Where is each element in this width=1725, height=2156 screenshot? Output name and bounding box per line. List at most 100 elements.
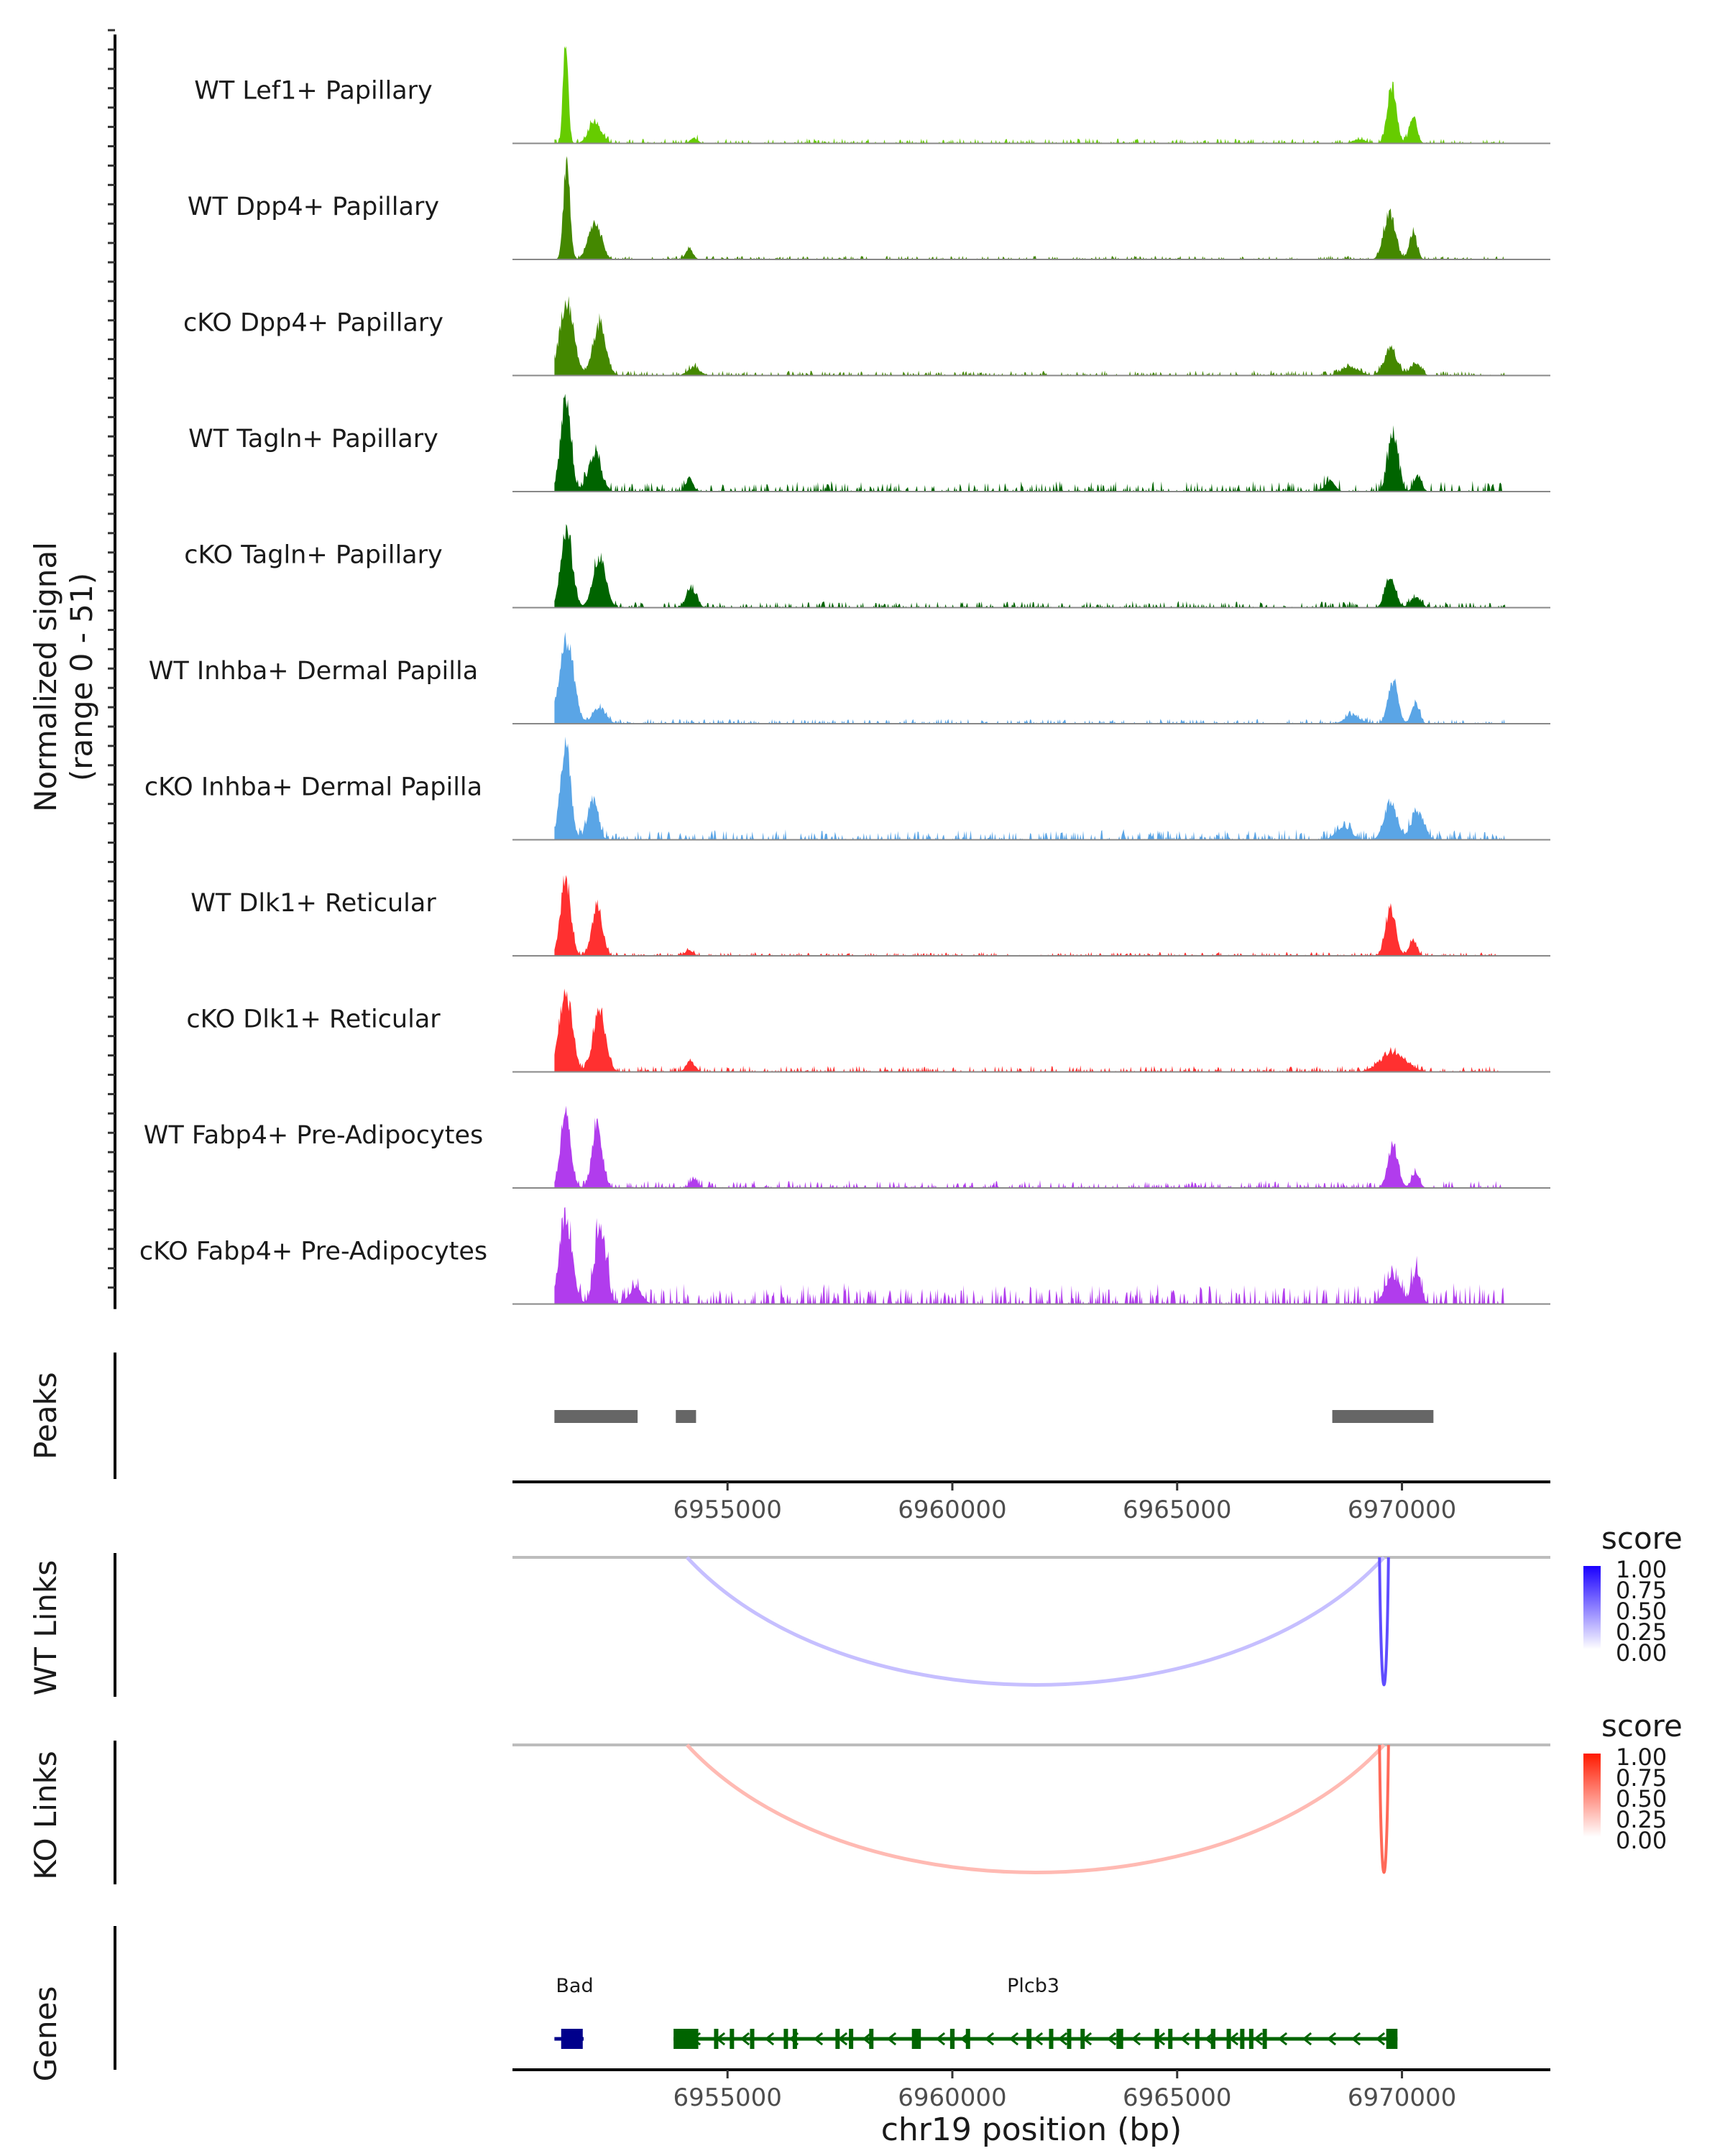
peak-region bbox=[554, 1410, 638, 1423]
gene-exon bbox=[835, 2029, 840, 2049]
legend-tick-label: 0.50 bbox=[1616, 1598, 1667, 1625]
link-arc bbox=[686, 1743, 1386, 1874]
gene-exon bbox=[1240, 2029, 1245, 2049]
coverage-area bbox=[554, 1105, 1506, 1188]
genes-track: Genes Bad Plcb3 bbox=[28, 1926, 1398, 2082]
coverage-area bbox=[554, 737, 1506, 840]
track-label: WT Inhba+ Dermal Papilla bbox=[149, 657, 478, 686]
gene-exon bbox=[1248, 2029, 1254, 2049]
strand-arrow bbox=[862, 2032, 873, 2046]
gene-exon bbox=[1080, 2029, 1085, 2049]
strand-arrow bbox=[1131, 2032, 1141, 2046]
x-tick-label: 6960000 bbox=[898, 2083, 1006, 2112]
gene-exon bbox=[911, 2029, 921, 2049]
coverage-area bbox=[554, 875, 1506, 956]
track-label: cKO Fabp4+ Pre-Adipocytes bbox=[139, 1238, 487, 1266]
coverage-area bbox=[554, 632, 1506, 724]
gene-exon bbox=[1195, 2029, 1200, 2049]
y-axis-label: Normalized signal (range 0 - 51) bbox=[28, 542, 99, 812]
x-tick-label: 6960000 bbox=[898, 1496, 1006, 1524]
gene-exon bbox=[1154, 2029, 1159, 2049]
track-label: WT Dpp4+ Papillary bbox=[188, 193, 439, 221]
strand-arrow bbox=[1106, 2032, 1117, 2046]
strand-arrow bbox=[1277, 2032, 1288, 2046]
coverage-area bbox=[554, 46, 1506, 144]
legend-tick-label: 0.75 bbox=[1616, 1764, 1667, 1792]
legend-tick-label: 1.00 bbox=[1616, 1743, 1667, 1771]
track-label: cKO Inhba+ Dermal Papilla bbox=[144, 773, 482, 802]
strand-arrow bbox=[1351, 2032, 1361, 2046]
link-arc bbox=[1378, 1557, 1390, 1687]
coverage-area bbox=[554, 156, 1506, 259]
strand-arrow bbox=[813, 2032, 824, 2046]
x-tick-label: 6970000 bbox=[1348, 1496, 1456, 1524]
coverage-area bbox=[554, 295, 1506, 376]
gene-exon bbox=[673, 2029, 699, 2049]
strand-arrow bbox=[1302, 2032, 1312, 2046]
strand-arrow bbox=[1375, 2032, 1386, 2046]
gene-exon bbox=[1386, 2029, 1398, 2049]
coverage-tracks: WT Lef1+ Papillary WT Dpp4+ Papillary cKO … bbox=[108, 29, 1550, 1309]
strand-arrow bbox=[1033, 2032, 1044, 2046]
gene-exon bbox=[965, 2029, 970, 2049]
gene-exon bbox=[561, 2029, 583, 2049]
track-label: cKO Dlk1+ Reticular bbox=[186, 1005, 441, 1034]
link-track-label: KO Links bbox=[28, 1751, 63, 1880]
legend-tick-label: 0.00 bbox=[1616, 1827, 1667, 1854]
track-label: cKO Tagln+ Papillary bbox=[184, 541, 443, 570]
legend-colorbar bbox=[1583, 1754, 1601, 1837]
coverage-area bbox=[554, 988, 1506, 1072]
x-tick-label: 6955000 bbox=[673, 1496, 781, 1524]
strand-arrow bbox=[984, 2032, 995, 2046]
x-tick-label: 6965000 bbox=[1123, 2083, 1231, 2112]
legend-tick-label: 0.25 bbox=[1616, 1618, 1667, 1646]
gene-exon bbox=[730, 2029, 735, 2049]
gene-exon bbox=[1210, 2029, 1215, 2049]
coverage-area bbox=[554, 1207, 1506, 1304]
strand-arrow bbox=[1253, 2032, 1264, 2046]
coverage-area bbox=[554, 524, 1506, 608]
y-axis-label-line1: Normalized signal bbox=[28, 542, 63, 812]
gene-name: Plcb3 bbox=[1007, 1975, 1059, 1997]
track-label: WT Fabp4+ Pre-Adipocytes bbox=[144, 1121, 483, 1150]
gene-exon bbox=[1049, 2029, 1054, 2049]
gene-exon bbox=[1026, 2029, 1032, 2049]
strand-arrow bbox=[764, 2032, 775, 2046]
x-tick-label: 6965000 bbox=[1123, 1496, 1231, 1524]
coverage-area bbox=[554, 394, 1506, 492]
gene-exon bbox=[1116, 2029, 1123, 2049]
peaks-track-label: Peaks bbox=[28, 1372, 63, 1460]
strand-arrow bbox=[1057, 2032, 1068, 2046]
track-label: cKO Dpp4+ Papillary bbox=[183, 309, 443, 338]
x-axes: chr19 position (bp) 6955000 6960000 696500… bbox=[512, 1480, 1550, 2148]
strand-arrow bbox=[1326, 2032, 1337, 2046]
strand-arrow bbox=[886, 2032, 897, 2046]
gene-exon bbox=[1168, 2029, 1173, 2049]
gene-exon bbox=[714, 2029, 719, 2049]
strand-arrow bbox=[1008, 2032, 1019, 2046]
gene-exon bbox=[750, 2029, 755, 2049]
legend-tick-label: 0.50 bbox=[1616, 1785, 1667, 1812]
peak-region bbox=[676, 1410, 696, 1423]
legend-title: score bbox=[1601, 1521, 1683, 1556]
gene-exon bbox=[783, 2029, 788, 2049]
gene-exon bbox=[1262, 2029, 1267, 2049]
peaks-track: Peaks bbox=[28, 1353, 1434, 1479]
track-label: WT Tagln+ Papillary bbox=[188, 425, 438, 453]
gene-exon bbox=[792, 2029, 797, 2049]
strand-arrow bbox=[1179, 2032, 1190, 2046]
x-axis-label: chr19 position (bp) bbox=[881, 2111, 1182, 2148]
track-label: WT Lef1+ Papillary bbox=[194, 77, 433, 106]
x-tick-label: 6955000 bbox=[673, 2083, 781, 2112]
legend-tick-label: 0.25 bbox=[1616, 1806, 1667, 1833]
legend-tick-label: 1.00 bbox=[1616, 1556, 1667, 1583]
link-arc bbox=[686, 1556, 1386, 1687]
strand-arrow bbox=[935, 2032, 946, 2046]
legend-tick-label: 0.00 bbox=[1616, 1639, 1667, 1667]
strand-arrow bbox=[740, 2032, 750, 2046]
genes-track-label: Genes bbox=[28, 1986, 63, 2082]
gene-exon bbox=[869, 2029, 874, 2049]
peak-region bbox=[1332, 1410, 1434, 1423]
